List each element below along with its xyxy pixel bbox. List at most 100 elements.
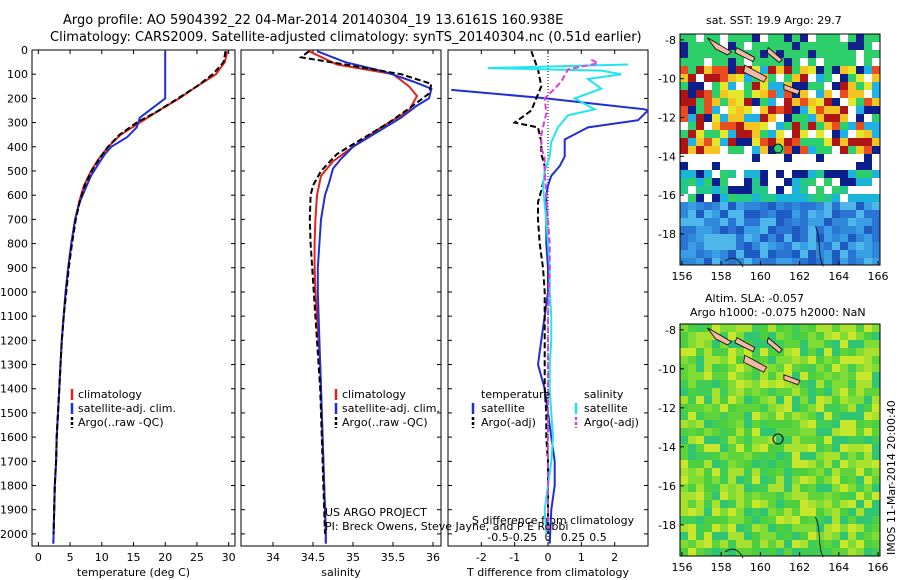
map-cell bbox=[736, 178, 744, 186]
map-cell bbox=[832, 218, 840, 226]
map-cell bbox=[768, 324, 776, 332]
map-cell bbox=[728, 468, 736, 476]
map-cell bbox=[864, 340, 872, 348]
map-cell bbox=[864, 532, 872, 540]
map-cell bbox=[824, 468, 832, 476]
map-cell bbox=[816, 436, 824, 444]
map-cell bbox=[848, 42, 856, 50]
y-tick-label: 2000 bbox=[0, 528, 28, 541]
map-cell bbox=[800, 324, 808, 332]
map-cell bbox=[808, 82, 816, 90]
map-cell bbox=[856, 332, 864, 340]
map-cell bbox=[832, 364, 840, 372]
map-cell bbox=[800, 42, 808, 50]
map-cell bbox=[720, 170, 728, 178]
map-cell bbox=[856, 340, 864, 348]
map-cell bbox=[856, 356, 864, 364]
map-cell bbox=[800, 210, 808, 218]
map-cell bbox=[856, 218, 864, 226]
map-cell bbox=[704, 234, 712, 242]
map-cell bbox=[872, 34, 880, 42]
legend-title: temperature bbox=[481, 388, 550, 401]
map-cell bbox=[720, 372, 728, 380]
map-cell bbox=[752, 90, 760, 98]
map-cell bbox=[808, 258, 816, 265]
map-cell bbox=[696, 404, 704, 412]
map-cell bbox=[816, 508, 824, 516]
map-cell bbox=[800, 114, 808, 122]
map-cell bbox=[808, 90, 816, 98]
map-cell bbox=[720, 516, 728, 524]
map-cell bbox=[680, 428, 688, 436]
map-cell bbox=[864, 364, 872, 372]
map-cell bbox=[824, 194, 832, 202]
x-axis-label: temperature (deg C) bbox=[77, 566, 190, 579]
map-cell bbox=[864, 122, 872, 130]
map-cell bbox=[832, 50, 840, 58]
map-cell bbox=[744, 202, 752, 210]
map-cell bbox=[792, 154, 800, 162]
map-cell bbox=[864, 428, 872, 436]
map-cell bbox=[832, 194, 840, 202]
map-cell bbox=[824, 340, 832, 348]
map-cell bbox=[760, 452, 768, 460]
map-cell bbox=[736, 396, 744, 404]
map-cell bbox=[792, 500, 800, 508]
map-cell bbox=[784, 202, 792, 210]
map-cell bbox=[816, 332, 824, 340]
map-cell bbox=[744, 516, 752, 524]
map-cell bbox=[832, 250, 840, 258]
x-tick-label: 5 bbox=[67, 551, 74, 564]
map-cell bbox=[688, 460, 696, 468]
y-tick-label: 1500 bbox=[0, 407, 28, 420]
map-cell bbox=[680, 500, 688, 508]
map-cell bbox=[760, 348, 768, 356]
map-cell bbox=[736, 34, 744, 42]
map-cell bbox=[760, 226, 768, 234]
map-cell bbox=[784, 194, 792, 202]
x-tick-label: 30 bbox=[222, 551, 236, 564]
map-cell bbox=[688, 218, 696, 226]
map-cell bbox=[824, 42, 832, 50]
map-cell bbox=[816, 210, 824, 218]
map-cell bbox=[760, 380, 768, 388]
map-cell bbox=[768, 420, 776, 428]
map-cell bbox=[688, 508, 696, 516]
map-cell bbox=[864, 250, 872, 258]
map-cell bbox=[856, 396, 864, 404]
map-cell bbox=[752, 396, 760, 404]
map-cell bbox=[760, 138, 768, 146]
map-cell bbox=[736, 348, 744, 356]
map-cell bbox=[704, 412, 712, 420]
map-cell bbox=[744, 162, 752, 170]
map-cell bbox=[736, 130, 744, 138]
map-cell bbox=[784, 34, 792, 42]
map-cell bbox=[704, 508, 712, 516]
map-cell bbox=[728, 428, 736, 436]
map-cell bbox=[688, 202, 696, 210]
map-cell bbox=[840, 332, 848, 340]
map-cell bbox=[824, 202, 832, 210]
map-cell bbox=[704, 114, 712, 122]
map-cell bbox=[792, 50, 800, 58]
map-cell bbox=[712, 444, 720, 452]
map-cell bbox=[680, 484, 688, 492]
map-cell bbox=[760, 404, 768, 412]
map-cell bbox=[744, 484, 752, 492]
map-cell bbox=[840, 258, 848, 265]
map-cell bbox=[840, 178, 848, 186]
map-x-tick-label: 156 bbox=[671, 270, 692, 283]
map-cell bbox=[840, 154, 848, 162]
map-cell bbox=[816, 258, 824, 265]
map-cell bbox=[744, 476, 752, 484]
map-cell bbox=[872, 524, 880, 532]
map-cell bbox=[840, 532, 848, 540]
map-cell bbox=[800, 154, 808, 162]
map-cell bbox=[696, 202, 704, 210]
map-cell bbox=[832, 90, 840, 98]
map-cell bbox=[800, 258, 808, 265]
map-cell bbox=[768, 388, 776, 396]
x-tick-label: 0 bbox=[35, 551, 42, 564]
map-cell bbox=[688, 194, 696, 202]
map-cell bbox=[824, 146, 832, 154]
